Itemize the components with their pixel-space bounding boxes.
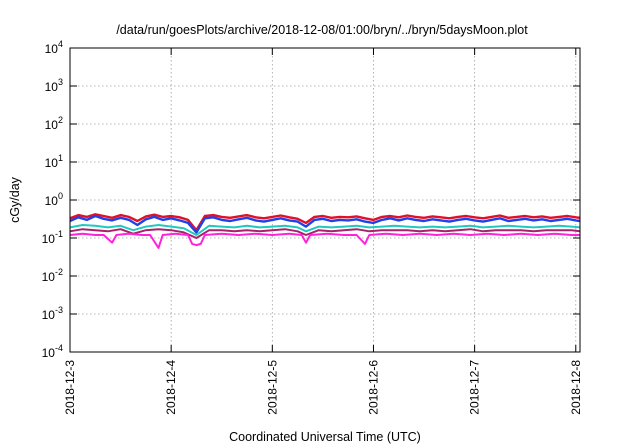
x-axis-label: Coordinated Universal Time (UTC) bbox=[229, 430, 421, 444]
x-tick-label: 2018-12-3 bbox=[63, 360, 77, 415]
x-tick-label: 2018-12-4 bbox=[164, 360, 178, 415]
y-tick-label: 10-4 bbox=[42, 343, 63, 360]
series-line-2 bbox=[69, 214, 581, 234]
x-tick-label: 2018-12-6 bbox=[366, 360, 380, 415]
y-tick-label: 102 bbox=[45, 115, 63, 132]
y-tick-label: 10-2 bbox=[42, 267, 63, 284]
grid-lines bbox=[70, 48, 580, 352]
series-line-3 bbox=[69, 224, 581, 236]
series-group bbox=[69, 213, 581, 249]
y-tick-label: 10-3 bbox=[42, 305, 63, 322]
x-tick-label: 2018-12-8 bbox=[569, 360, 583, 415]
x-tick-label: 2018-12-5 bbox=[265, 360, 279, 415]
y-tick-label: 101 bbox=[45, 153, 63, 170]
x-tick-label: 2018-12-7 bbox=[468, 360, 482, 415]
y-axis-ticks: 10-4 10-3 10-2 10-1 100 101 102 103 104 bbox=[42, 39, 580, 360]
series-line-5 bbox=[69, 232, 580, 249]
y-tick-label: 100 bbox=[45, 191, 63, 208]
y-tick-label: 103 bbox=[45, 77, 63, 94]
series-line-1 bbox=[69, 213, 581, 232]
series-line-4 bbox=[69, 228, 581, 239]
y-tick-label: 10-1 bbox=[42, 229, 63, 246]
x-axis-ticks: 2018-12-3 2018-12-4 2018-12-5 2018-12-6 2018… bbox=[63, 48, 583, 415]
y-axis-label: cGy/day bbox=[8, 176, 22, 223]
y-tick-label: 104 bbox=[45, 39, 63, 56]
chart-title: /data/run/goesPlots/archive/2018-12-08/0… bbox=[116, 23, 528, 37]
